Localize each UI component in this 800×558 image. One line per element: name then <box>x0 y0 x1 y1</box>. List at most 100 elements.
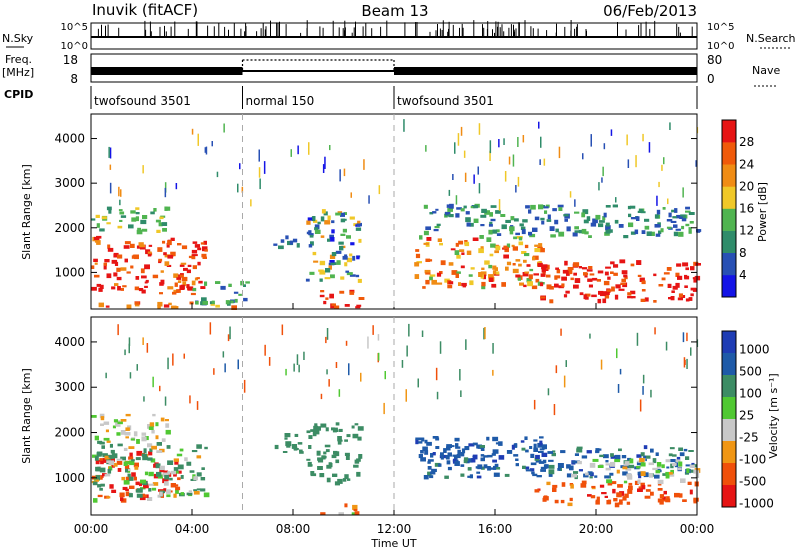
echo-cell <box>654 327 656 335</box>
echo-cell <box>623 274 628 278</box>
echo-cell <box>668 297 672 300</box>
echo-cell <box>308 435 313 439</box>
echo-cell <box>183 353 185 359</box>
echo-cell <box>152 376 154 388</box>
echo-cell <box>423 204 428 209</box>
echo-cell <box>116 432 121 436</box>
echo-cell <box>685 298 690 302</box>
echo-cell <box>322 164 325 173</box>
echo-cell <box>599 454 604 458</box>
echo-cell <box>615 197 617 203</box>
echo-cell <box>638 474 642 479</box>
echo-cell <box>94 240 99 243</box>
echo-cell <box>135 481 140 486</box>
velocity-colorbar: 1000 500 100 25 -25 -100 -500 -1000 <box>721 330 774 511</box>
echo-cell <box>665 498 671 503</box>
echo-cell <box>282 451 288 453</box>
freq-trace-block <box>91 67 243 75</box>
echo-cell <box>181 245 188 250</box>
echo-cell <box>488 223 493 227</box>
echo-cell <box>120 430 126 435</box>
echo-cell <box>648 462 654 466</box>
echo-cell <box>539 436 544 439</box>
echo-cell <box>293 363 295 372</box>
echo-cell <box>170 251 176 257</box>
echo-cell <box>120 419 127 422</box>
echo-cell <box>303 351 305 360</box>
echo-cell <box>447 452 452 457</box>
echo-cell <box>200 242 205 245</box>
echo-cell <box>405 389 407 402</box>
y-tick-label: 4000 <box>54 132 85 146</box>
echo-cell <box>147 251 152 255</box>
echo-cell <box>512 246 518 251</box>
echo-cell <box>489 150 491 161</box>
echo-cell <box>174 471 179 474</box>
echo-cell <box>125 491 130 497</box>
echo-cell <box>649 473 653 478</box>
echo-cell <box>607 482 613 486</box>
echo-cell <box>216 171 219 178</box>
echo-cell <box>320 235 325 238</box>
echo-cell <box>583 272 588 276</box>
echo-cell <box>589 333 591 339</box>
echo-cell <box>625 464 629 469</box>
echo-cell <box>558 207 563 211</box>
echo-cell <box>401 360 404 368</box>
freq-bars <box>91 59 697 75</box>
x-axis-label: Time UT <box>370 537 416 550</box>
echo-cell <box>215 281 221 284</box>
echo-cell <box>641 280 646 285</box>
echo-cell <box>455 273 459 278</box>
echo-cell <box>529 268 534 272</box>
echo-cell <box>668 472 673 475</box>
echo-cell <box>661 499 667 502</box>
echo-cell <box>480 246 484 249</box>
echo-cell <box>421 437 425 442</box>
echo-cell <box>129 372 132 379</box>
echo-cell <box>522 135 525 143</box>
echo-cell <box>192 265 197 270</box>
echo-cell <box>144 285 148 288</box>
echo-cell <box>125 427 130 431</box>
echo-cell <box>116 458 123 461</box>
echo-cell <box>126 461 132 465</box>
echo-cell <box>627 475 633 480</box>
echo-cell <box>329 234 334 239</box>
echo-cell <box>425 145 427 152</box>
echo-cell <box>630 217 637 220</box>
echo-cell <box>584 274 588 278</box>
echo-cell <box>425 226 431 230</box>
echo-cell <box>203 492 210 498</box>
echo-cell <box>627 159 630 168</box>
echo-cell <box>101 445 105 449</box>
echo-cell <box>161 222 168 226</box>
echo-cell <box>319 473 325 478</box>
echo-cell <box>157 301 163 307</box>
echo-cell <box>191 249 198 254</box>
echo-cell <box>278 245 284 250</box>
echo-cell <box>317 221 321 225</box>
echo-cell <box>352 433 359 439</box>
power-colorbar-swatch <box>722 186 736 209</box>
echo-cell <box>624 461 630 465</box>
echo-cell <box>554 499 559 504</box>
echo-cell <box>429 274 436 277</box>
echo-cell <box>624 276 628 280</box>
echo-cell <box>636 465 641 469</box>
velocity-colorbar-swatch <box>722 485 736 508</box>
echo-cell <box>263 161 266 174</box>
echo-cell <box>189 395 191 404</box>
echo-cell <box>656 195 658 206</box>
echo-cell <box>103 421 110 425</box>
x-tick-label: 12:00 <box>377 522 412 536</box>
echo-cell <box>339 245 344 251</box>
echo-cell <box>334 451 340 457</box>
echo-cell <box>274 444 279 450</box>
echo-cell <box>514 218 519 222</box>
echo-cell <box>622 471 628 476</box>
echo-cell <box>172 291 177 295</box>
echo-cell <box>456 271 461 274</box>
echo-cell <box>204 249 208 252</box>
echo-cell <box>118 209 123 212</box>
